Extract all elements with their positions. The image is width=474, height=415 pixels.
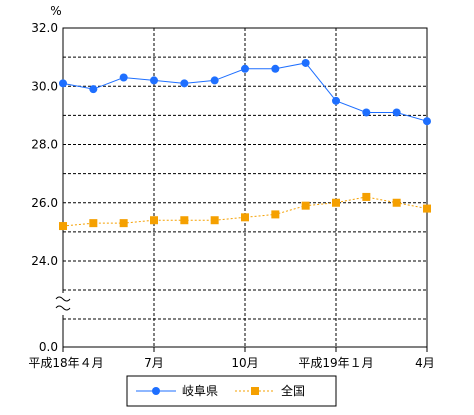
data-point xyxy=(241,213,249,222)
axis-break-wave xyxy=(55,296,71,302)
data-point xyxy=(210,76,219,85)
axis-break-wave xyxy=(55,305,71,311)
x-tick-label: 平成18年４月 xyxy=(28,356,103,370)
data-point xyxy=(150,216,158,225)
data-point xyxy=(59,222,67,231)
data-point xyxy=(301,58,310,67)
x-tick-label: 10月 xyxy=(231,356,258,370)
x-tick-label: 平成19年１月 xyxy=(298,356,373,370)
x-tick-label: 7月 xyxy=(144,356,164,370)
data-point xyxy=(392,198,401,207)
data-point xyxy=(210,216,219,225)
data-point xyxy=(119,219,128,228)
data-point xyxy=(241,64,249,73)
data-point xyxy=(362,192,371,201)
x-tick-label: 4月 xyxy=(415,356,435,370)
legend: 岐阜県 全国 xyxy=(126,375,337,407)
data-point xyxy=(59,79,67,88)
legend-label: 岐阜県 xyxy=(182,384,218,398)
y-tick-label: 26.0 xyxy=(31,196,58,210)
series-group xyxy=(59,58,431,231)
data-point xyxy=(119,73,128,82)
x-tick-labels: 平成18年４月 7月 10月 平成19年１月 4月 xyxy=(28,356,434,370)
series-line-1 xyxy=(62,196,428,227)
y-tick-label: 32.0 xyxy=(31,21,58,35)
y-unit-label: % xyxy=(50,4,61,18)
data-point xyxy=(89,85,98,94)
y-tick-label: 28.0 xyxy=(31,138,58,152)
data-point xyxy=(150,76,158,85)
axis-break-mask xyxy=(55,293,71,315)
data-point xyxy=(180,79,189,88)
legend-marker-icon xyxy=(152,387,160,395)
y-tick-label: 24.0 xyxy=(31,254,58,268)
data-point xyxy=(423,204,431,213)
data-point xyxy=(180,216,189,225)
data-point xyxy=(271,210,280,219)
y-tick-labels: 32.0 30.0 28.0 26.0 24.0 0.0 xyxy=(31,21,58,354)
data-point xyxy=(89,219,98,228)
legend-marker-icon xyxy=(251,387,259,395)
data-point xyxy=(392,108,401,117)
data-point xyxy=(423,117,431,126)
axis-break-icon xyxy=(55,293,71,315)
grid xyxy=(63,27,427,347)
y-tick-label: 0.0 xyxy=(39,340,58,354)
data-point xyxy=(332,96,340,105)
data-point xyxy=(362,108,371,117)
y-tick-label: 30.0 xyxy=(31,79,58,93)
data-point xyxy=(271,64,280,73)
data-point xyxy=(332,198,340,207)
legend-label: 全国 xyxy=(281,383,305,398)
data-point xyxy=(301,201,310,210)
axes xyxy=(62,27,428,352)
